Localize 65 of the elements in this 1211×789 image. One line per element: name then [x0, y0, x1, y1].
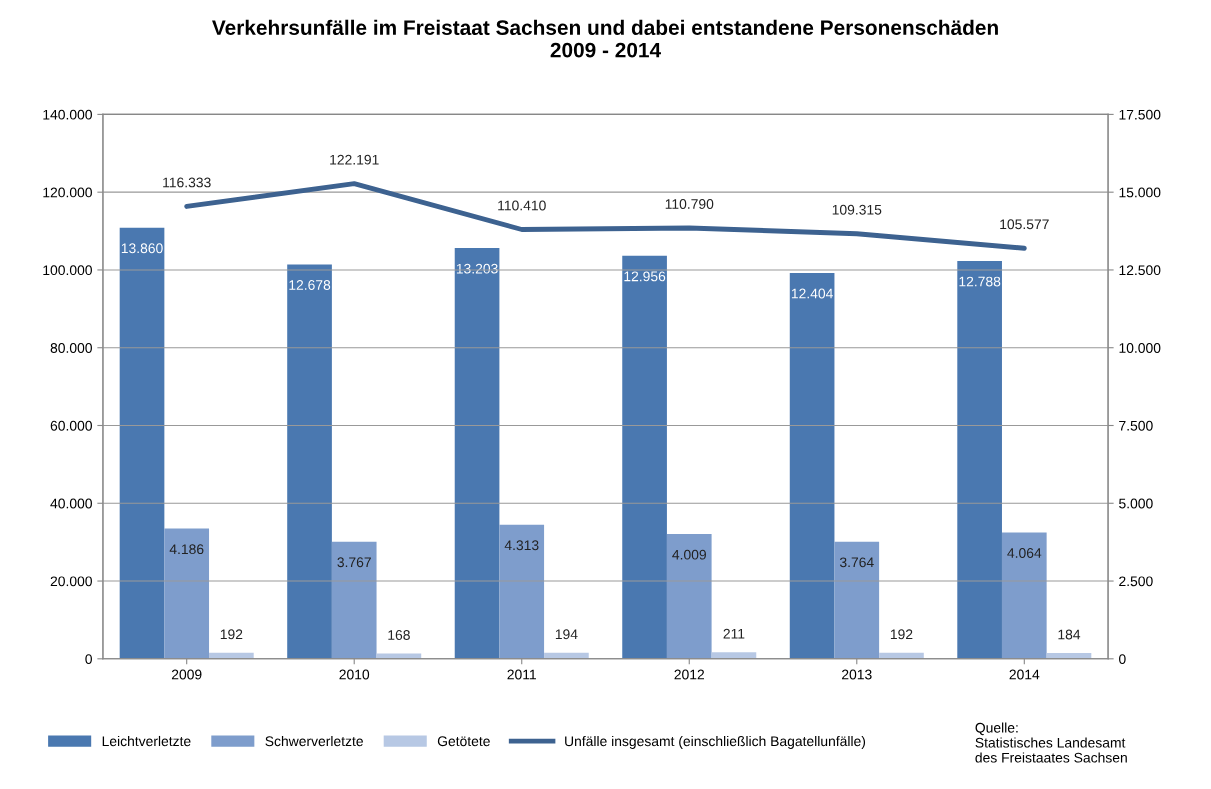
- x-tick-label: 2012: [674, 669, 705, 680]
- y-tick-label: 140.000: [43, 109, 92, 120]
- bar: [834, 541, 880, 659]
- data-label: 3.764: [839, 557, 874, 568]
- data-label: 13.203: [456, 263, 498, 274]
- data-label: 4.064: [1007, 548, 1042, 558]
- source-note: Quelle: Statistisches Landesamt des Freistaates Sachsen: [975, 722, 1127, 763]
- y-tick-label: 120.000: [43, 187, 92, 198]
- bar: [1001, 532, 1047, 659]
- y2-tick-label: 0: [1119, 654, 1126, 664]
- data-label: 122.191: [330, 154, 379, 165]
- bar: [454, 248, 500, 659]
- y2-tick-label: 7.500: [1119, 420, 1153, 431]
- data-label: 192: [890, 629, 913, 640]
- data-label: 194: [555, 629, 578, 640]
- y2-tick-label: 17.500: [1119, 109, 1161, 120]
- y-tick-label: 80.000: [50, 343, 92, 353]
- data-label: 4.009: [672, 549, 706, 560]
- data-label: 12.678: [289, 280, 331, 290]
- bar: [622, 255, 667, 659]
- legend-label: Getötete: [437, 736, 490, 747]
- data-label: 12.404: [791, 288, 833, 299]
- legend-label: Unfälle insgesamt (einschließlich Bagatellunfälle): [565, 735, 866, 749]
- data-label: 192: [220, 629, 243, 640]
- x-tick-label: 2010: [339, 669, 370, 680]
- legend-label: Schwerverletzte: [265, 735, 363, 747]
- y-tick-label: 60.000: [50, 420, 92, 431]
- data-label: 13.860: [121, 243, 163, 254]
- data-label: 110.790: [665, 199, 714, 209]
- y2-tick-label: 2.500: [1119, 576, 1153, 587]
- bar: [119, 227, 165, 659]
- y-tick-label: 0: [85, 654, 92, 664]
- data-label: 105.577: [1000, 219, 1049, 230]
- data-label: 168: [388, 630, 410, 640]
- data-label: 110.410: [498, 200, 546, 211]
- data-label: 109.315: [832, 204, 882, 215]
- bar: [499, 524, 545, 659]
- bar: [164, 528, 210, 659]
- y2-tick-label: 15.000: [1119, 187, 1161, 198]
- y-tick-label: 40.000: [50, 498, 92, 509]
- chart-title: Verkehrsunfälle im Freistaat Sachsen und dabei entstandene Personenschäden 2009 - 2014: [212, 19, 998, 58]
- bar: [666, 534, 712, 659]
- x-tick-label: 2009: [171, 669, 202, 680]
- bar: [287, 264, 332, 659]
- bar: [957, 260, 1002, 659]
- bar: [789, 272, 835, 659]
- y-tick-label: 100.000: [43, 265, 92, 276]
- x-tick-label: 2011: [507, 669, 536, 680]
- bar: [711, 652, 757, 659]
- data-label: 3.767: [337, 557, 371, 568]
- x-tick-label: 2014: [1009, 669, 1040, 680]
- bar: [331, 541, 377, 659]
- y2-tick-label: 12.500: [1119, 265, 1161, 276]
- data-label: 116.333: [163, 177, 211, 188]
- data-label: 4.313: [504, 540, 539, 551]
- legend-label: Leichtverletzte: [102, 735, 191, 747]
- data-label: 12.956: [624, 271, 666, 282]
- data-label: 211: [723, 628, 745, 639]
- x-tick-label: 2013: [842, 669, 872, 680]
- data-label: 12.788: [959, 276, 1001, 287]
- y2-tick-label: 10.000: [1119, 343, 1161, 353]
- data-label: 4.186: [169, 544, 204, 555]
- y2-tick-label: 5.000: [1119, 498, 1153, 509]
- y-tick-label: 20.000: [50, 576, 92, 587]
- data-label: 184: [1058, 629, 1081, 640]
